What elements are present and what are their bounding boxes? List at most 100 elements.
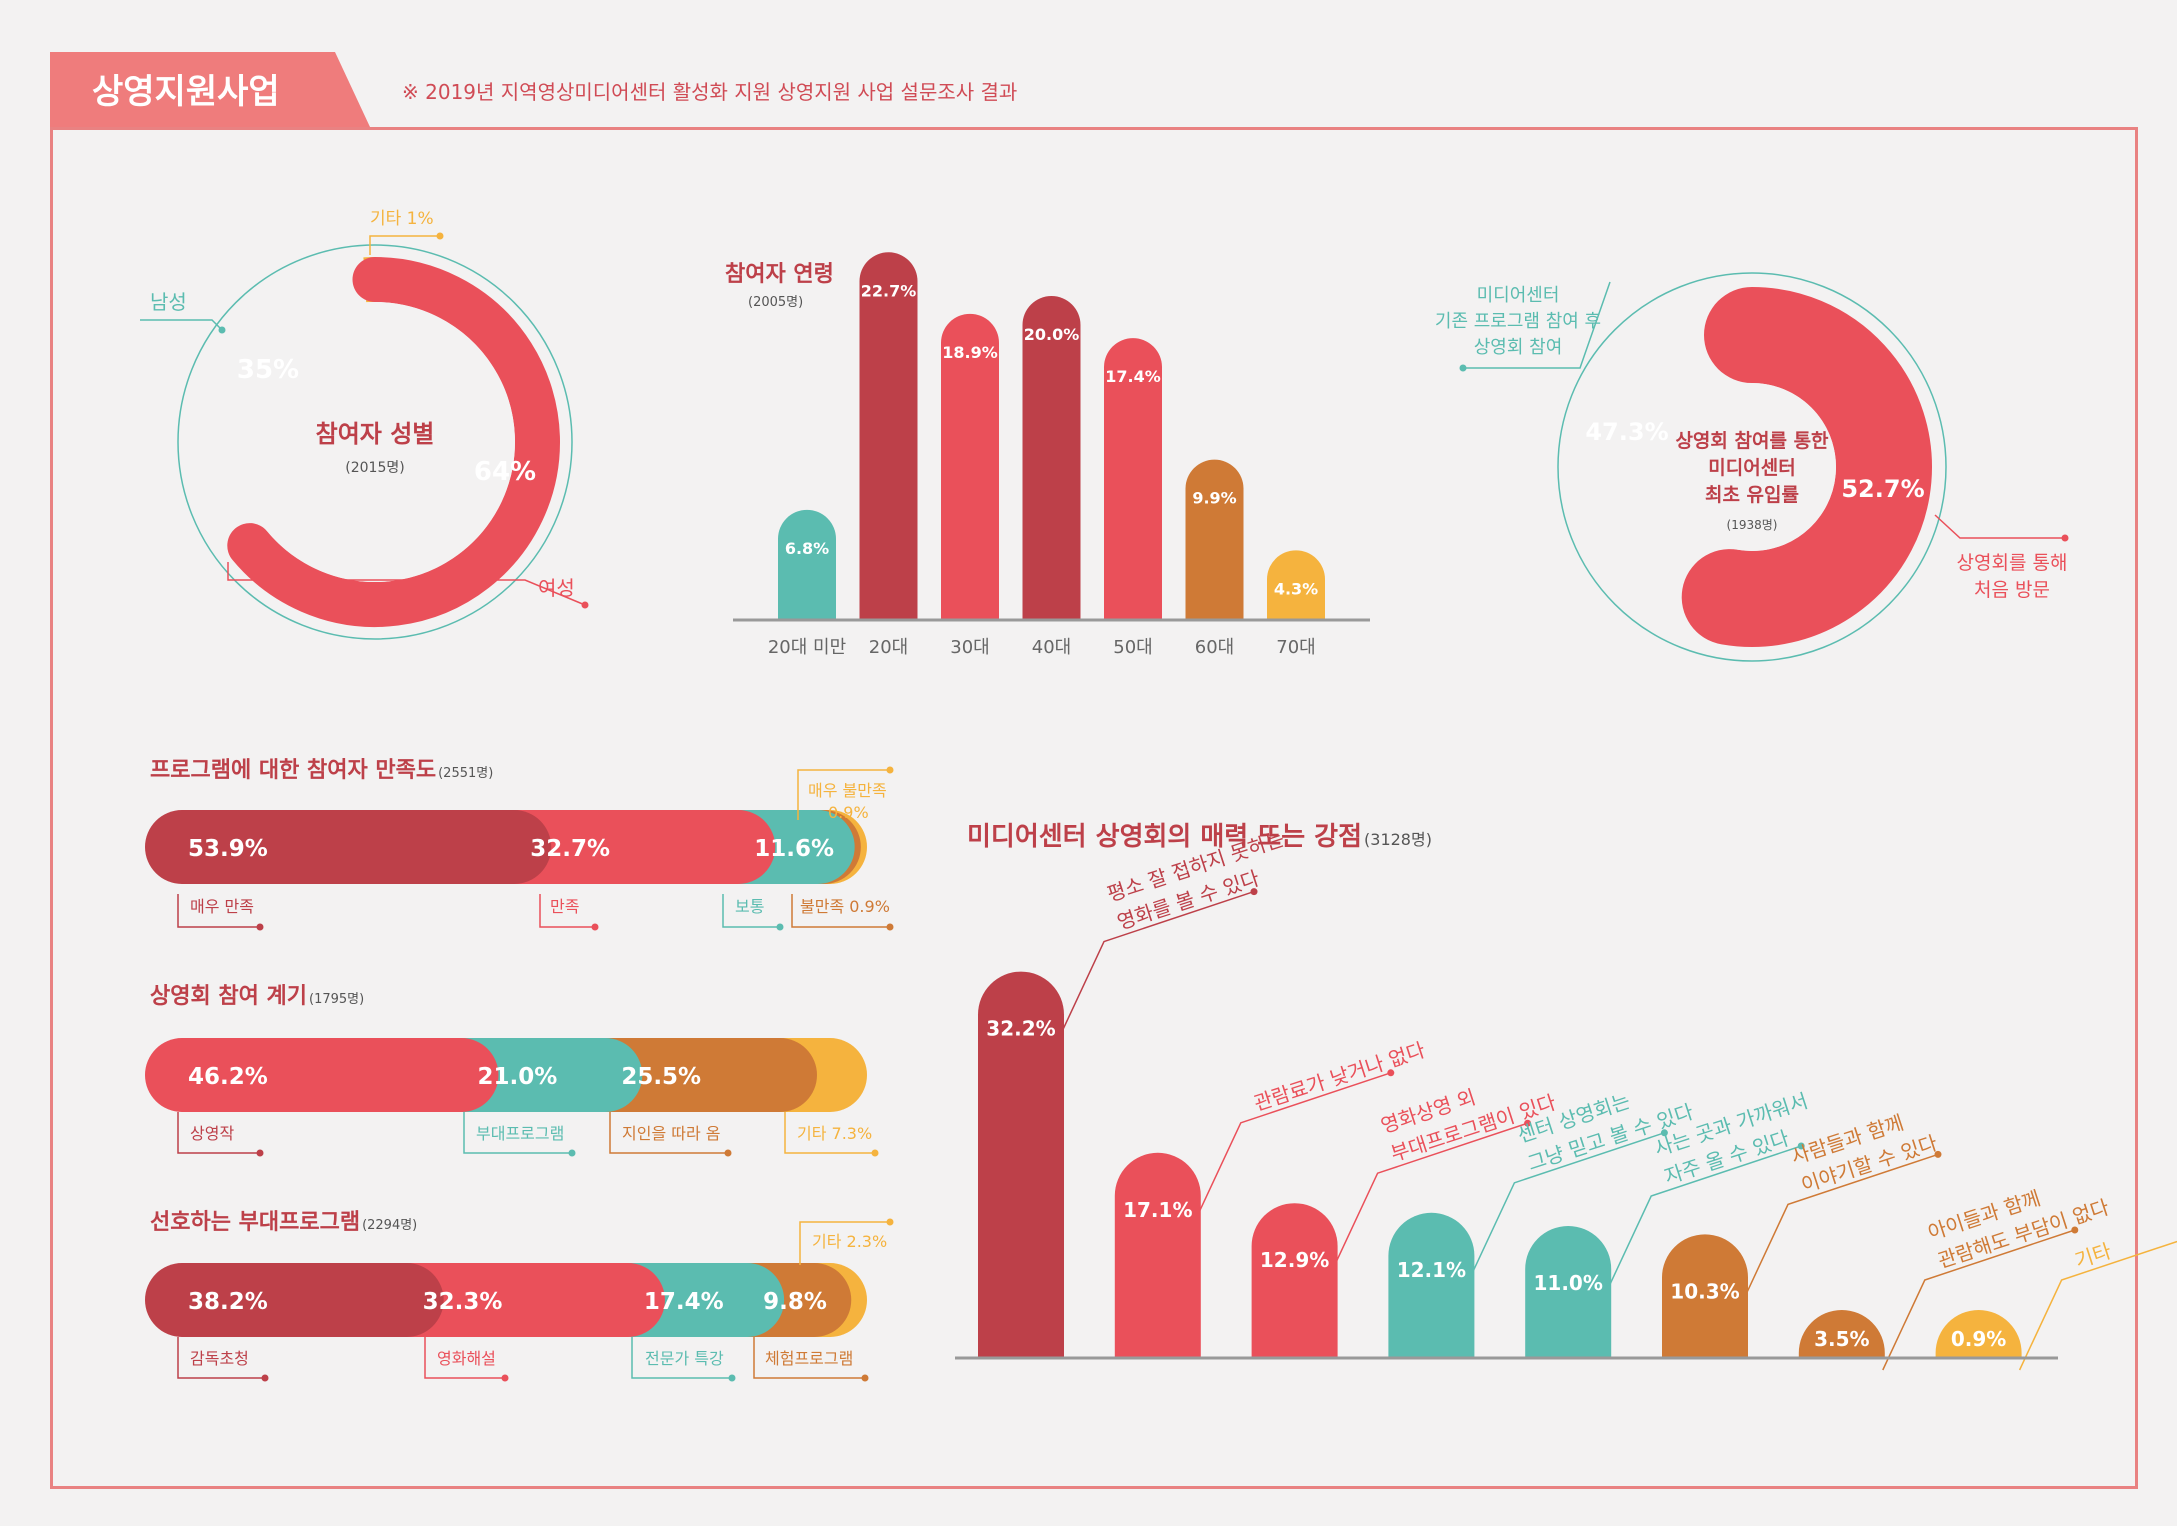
hbar-5-leader-0-dot [261, 1374, 269, 1382]
age-chart-title: 참여자 연령 [725, 262, 834, 287]
hbar-5-leader-2 [631, 1337, 732, 1379]
strength-leader-5-dot [1934, 1150, 1942, 1158]
strength-bar-value-5: 10.3% [1670, 1279, 1739, 1303]
hbar-3-leader-0 [177, 894, 260, 928]
strength-leader-6-dot [2071, 1226, 2079, 1234]
inflow-value-first: 52.7% [1841, 475, 1924, 503]
hbar-3-leader-1 [539, 894, 595, 928]
hbar-5-legend-1: 영화해설 [437, 1349, 496, 1368]
gender-leader-other-dot [436, 232, 444, 240]
age-bar-0 [778, 509, 836, 620]
gender-leader-other [369, 235, 440, 255]
strength-bar-value-7: 0.9% [1951, 1327, 2006, 1351]
gender-chart-subtitle: (2015명) [345, 460, 404, 476]
inflow-donut-outline [1557, 272, 1947, 662]
gender-slice-female [227, 257, 560, 627]
content-frame [50, 127, 2138, 1489]
inflow-donut-hole [1668, 383, 1836, 551]
age-bar-6 [1267, 550, 1325, 620]
inflow-leader-existing [1463, 281, 1611, 369]
hbar-3-legend-5: 0.9% [828, 803, 869, 822]
age-bar-value-2: 18.9% [942, 343, 998, 362]
age-chart-subtitle: (2005명) [748, 295, 803, 310]
hbar-3-value-2: 11.6% [754, 836, 834, 862]
inflow-label-existing-0: 미디어센터 [1477, 285, 1560, 306]
strength-bar-1 [1114, 1152, 1201, 1358]
gender-value-male: 35% [237, 355, 299, 385]
age-bar-2 [941, 313, 999, 620]
strength-leader-4 [1608, 1145, 1802, 1287]
hbar-3-legend-3: 불만족 0.9% [800, 897, 890, 916]
hbar-5-segment-0 [145, 1263, 444, 1337]
hbar-5-leader-4 [799, 1221, 890, 1265]
hbar-4-legend-2: 지인을 따라 옴 [622, 1124, 721, 1143]
hbar-5-legend-4: 기타 2.3% [812, 1232, 887, 1251]
strength-leader-3 [1471, 1132, 1665, 1274]
hbar-4-legend-0: 상영작 [190, 1124, 234, 1143]
hbar-5-leader-3 [753, 1337, 865, 1379]
hbar-3-leader-2 [722, 894, 780, 928]
hbar-5-title: 선호하는 부대프로그램 [150, 1210, 360, 1235]
hbar-3-leader-3 [791, 894, 890, 928]
hbar-4-legend-3: 기타 7.3% [797, 1124, 872, 1143]
hbar-3-leader-4-dot [886, 766, 894, 774]
hbar-4-leader-3 [784, 1112, 875, 1154]
age-bar-value-5: 9.9% [1192, 489, 1236, 508]
strength-bar-0 [978, 971, 1064, 1358]
strength-chart-title: 미디어센터 상영회의 매력 또는 강점 [967, 822, 1362, 852]
hbar-3-segment-1 [477, 810, 776, 884]
hbar-3-segment-0 [145, 810, 552, 884]
hbar-5-subtitle: (2294명) [362, 1218, 417, 1233]
hbar-3-value-1: 32.7% [530, 836, 610, 862]
age-bar-value-3: 20.0% [1024, 325, 1080, 344]
strength-leader-1-dot [1387, 1069, 1395, 1077]
strength-bar-5 [1662, 1234, 1748, 1358]
inflow-title-line-2: 최초 유입률 [1705, 484, 1799, 506]
strength-leader-1 [1198, 1072, 1392, 1214]
hbar-3-subtitle: (2551명) [438, 766, 493, 781]
age-bar-4 [1104, 338, 1162, 620]
hbar-4-subtitle: (1795명) [309, 992, 364, 1007]
age-bar-5 [1185, 459, 1244, 620]
hbar-3-leader-4 [797, 769, 890, 820]
age-tick-label-1: 20대 [869, 637, 908, 658]
inflow-slice-first-visit [1681, 287, 1932, 647]
hbar-3-legend-0: 매우 만족 [190, 897, 254, 916]
header-tab [50, 52, 370, 127]
inflow-leader-first [1934, 514, 2065, 539]
hbar-5-leader-1 [424, 1337, 505, 1379]
gender-leader-female-dot [581, 601, 589, 609]
hbar-5-value-1: 32.3% [423, 1289, 503, 1315]
gender-donut-outline [177, 244, 573, 640]
age-bar-value-1: 22.7% [861, 281, 917, 300]
gender-label-male: 남성 [150, 290, 187, 314]
hbar-3-legend-1: 만족 [550, 897, 579, 916]
inflow-label-existing-1: 기존 프로그램 참여 후 [1435, 311, 1601, 332]
strength-bar-4 [1525, 1226, 1612, 1358]
hbar-3-legend-2: 보통 [735, 897, 764, 916]
hbar-3-legend-4: 매우 불만족 [808, 781, 887, 800]
gender-leader-female [227, 562, 586, 606]
age-tick-label-2: 30대 [950, 637, 989, 658]
hbar-3-leader-0-dot [256, 923, 264, 931]
hbar-4-value-2: 25.5% [621, 1064, 701, 1090]
strength-leader-0-dot [1250, 888, 1258, 896]
gender-leader-male [140, 319, 223, 331]
hbar-4-leader-0-dot [256, 1149, 264, 1157]
hbar-3-leader-1-dot [591, 923, 599, 931]
strength-leader-5 [1745, 1153, 1939, 1295]
inflow-title-line-0: 상영회 참여를 통한 [1675, 430, 1829, 452]
hbar-5-leader-3-dot [861, 1374, 869, 1382]
strength-bar-6 [1798, 1310, 1885, 1358]
inflow-leader-first-dot [2061, 534, 2069, 542]
age-bar-value-4: 17.4% [1105, 367, 1161, 386]
hbar-4-title: 상영회 참여 계기 [150, 984, 307, 1009]
hbar-4-value-0: 46.2% [188, 1064, 268, 1090]
hbar-4-legend-1: 부대프로그램 [476, 1124, 564, 1143]
hbar-4-leader-1 [463, 1112, 572, 1154]
age-bar-value-0: 6.8% [785, 539, 829, 558]
strength-bar-value-4: 11.0% [1534, 1271, 1603, 1295]
hbar-3-leader-3-dot [886, 923, 894, 931]
inflow-label-first-0: 상영회를 통해 [1957, 552, 2068, 574]
